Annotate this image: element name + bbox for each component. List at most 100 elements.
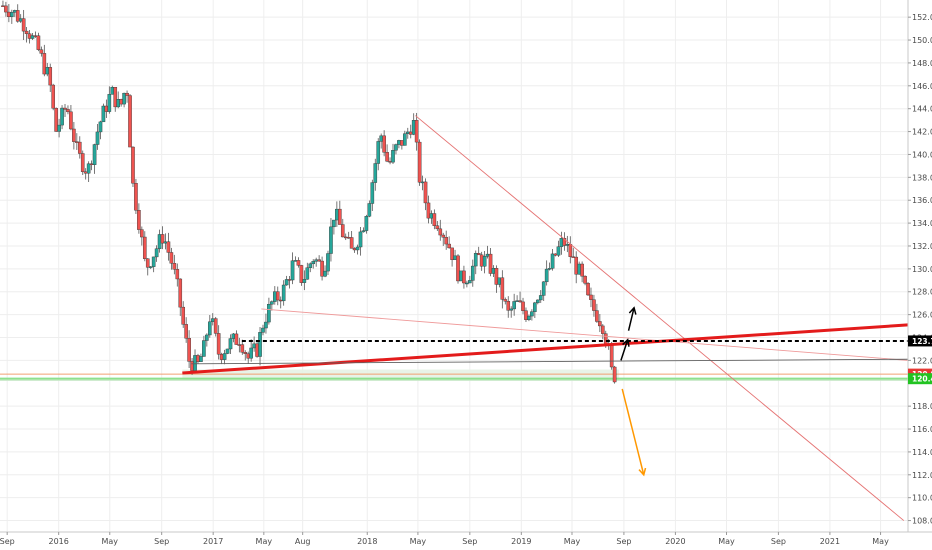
candle — [476, 246, 481, 256]
x-tick-label: 2016 — [48, 537, 68, 546]
candle — [225, 348, 230, 355]
candle-body — [343, 236, 348, 239]
candle-body — [66, 109, 70, 113]
x-tick-label: 2021 — [820, 537, 840, 546]
candle-body — [166, 241, 171, 253]
candle-body — [21, 18, 26, 32]
candle — [305, 262, 310, 280]
candle-body — [456, 255, 460, 282]
candle — [550, 249, 555, 271]
time-axis[interactable]: Sep 2016 May Sep 2017 May Aug 2018 May Sep 2019 May… — [0, 532, 889, 546]
candle-body — [550, 253, 555, 269]
candle-body — [252, 343, 256, 349]
candle-body — [104, 105, 109, 112]
trend-lines — [182, 115, 909, 521]
candle-body — [63, 107, 67, 110]
candle — [296, 257, 301, 268]
candle-body — [122, 92, 126, 105]
price-badge-box — [908, 335, 932, 347]
price-badge-box — [908, 373, 932, 385]
candle-body — [258, 332, 262, 357]
candle — [178, 278, 183, 317]
candle-body — [154, 248, 159, 258]
price-axis-background[interactable] — [908, 0, 932, 550]
candle-body — [376, 141, 381, 164]
candle — [530, 309, 534, 321]
candle — [172, 254, 177, 275]
candle-body — [361, 230, 366, 233]
candle — [435, 220, 440, 232]
candle-body — [320, 260, 324, 277]
candle-body — [281, 284, 286, 302]
candle — [95, 123, 100, 150]
candle-body — [503, 299, 508, 302]
candle — [323, 265, 327, 278]
candle — [494, 265, 499, 293]
candle — [51, 83, 55, 111]
candle-body — [308, 263, 313, 268]
candle — [509, 306, 513, 318]
candle-body — [414, 120, 419, 143]
candle-body — [332, 219, 336, 228]
candle-body — [453, 255, 457, 260]
candle-body — [500, 277, 505, 300]
x-tick-label: Sep — [462, 537, 477, 546]
time-axis-background[interactable] — [0, 532, 908, 550]
y-tick-label: 116.0 — [912, 425, 932, 434]
candle-body — [163, 241, 168, 244]
candle-body — [411, 120, 416, 135]
candle-body — [447, 243, 451, 249]
candle-body — [237, 344, 242, 346]
candle-body — [491, 268, 496, 274]
candle — [601, 324, 605, 340]
candle-body — [60, 107, 64, 126]
candle — [580, 261, 584, 283]
candle — [199, 353, 203, 362]
x-tick-label: Sep — [154, 537, 169, 546]
zone-rect — [182, 369, 619, 380]
candle-body — [246, 353, 251, 359]
x-tick-label: May — [564, 537, 581, 546]
price-axis[interactable]: 152.0 150.0 148.0 146.0 144.0 142.0 140.0 138.0… — [908, 13, 932, 526]
candle-body — [95, 131, 100, 145]
candle — [193, 349, 197, 373]
candle-body — [119, 99, 123, 105]
candle — [63, 104, 67, 118]
candle — [202, 335, 206, 357]
candle — [370, 179, 375, 211]
candle-body — [338, 208, 342, 225]
candle — [107, 86, 112, 114]
gray-horizontal — [191, 358, 909, 365]
candle-body — [556, 246, 561, 256]
candle-body — [515, 300, 519, 302]
candle-body — [438, 228, 443, 236]
candle-body — [391, 150, 395, 163]
candle-body — [459, 270, 463, 282]
candle — [320, 256, 324, 281]
candle — [240, 339, 245, 355]
y-tick-label: 150.0 — [912, 36, 932, 45]
candle-body — [30, 35, 35, 39]
candle — [332, 219, 336, 235]
candle — [69, 105, 73, 131]
candle — [205, 333, 209, 347]
candle — [329, 218, 333, 262]
candle-body — [196, 355, 200, 362]
candle — [113, 86, 118, 112]
price-badge-label: 123.7 — [912, 337, 932, 346]
x-tick-label: May — [256, 537, 273, 546]
candle-body — [15, 10, 20, 22]
candle — [503, 297, 508, 305]
candle-body — [355, 246, 360, 251]
candle — [184, 317, 188, 343]
y-tick-label: 146.0 — [912, 82, 932, 91]
candle — [544, 260, 549, 286]
candle-body — [533, 302, 537, 312]
candle-body — [373, 163, 378, 183]
candle — [175, 263, 180, 287]
price-badge: 120.4 — [908, 373, 932, 385]
candle — [468, 275, 472, 284]
candle-body — [101, 105, 106, 123]
y-tick-label: 134.0 — [912, 219, 932, 228]
